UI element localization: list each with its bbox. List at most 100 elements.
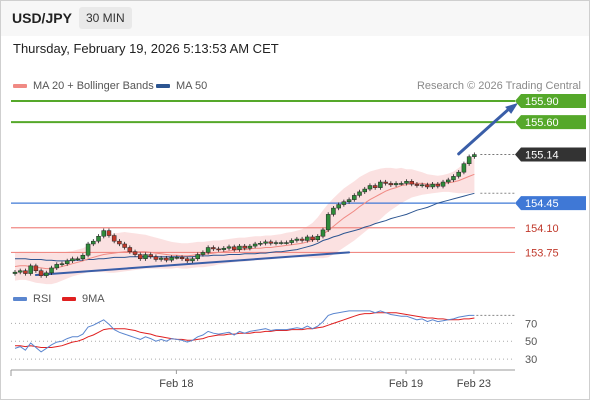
candle (85, 241, 91, 258)
candle-body (174, 257, 180, 259)
candle (352, 193, 357, 202)
candle-body (38, 270, 44, 276)
candle-body (325, 214, 331, 231)
candle-body (352, 195, 357, 200)
rsi-ma-line (15, 312, 475, 348)
candle-body (96, 235, 101, 242)
candle (247, 243, 253, 251)
candle-body (399, 183, 404, 185)
candle-body (195, 254, 200, 260)
candle-body (23, 270, 28, 274)
candle (190, 256, 195, 263)
candle (372, 183, 378, 190)
level-label-1: 155.60 (525, 117, 559, 129)
candle (278, 240, 284, 245)
candle-body (289, 240, 294, 243)
candle-body (49, 267, 54, 274)
candle (216, 246, 221, 252)
candle-body (466, 156, 472, 164)
candle-body (44, 272, 49, 276)
trendline-0 (34, 251, 351, 276)
candle-body (383, 181, 388, 184)
candle (320, 227, 326, 239)
candle-body (200, 252, 206, 255)
candle-body (299, 238, 305, 241)
rsi-tick-label: 50 (525, 336, 537, 348)
candle-body (231, 246, 237, 250)
candle-body (341, 201, 347, 205)
x-axis-label: Feb 18 (159, 378, 193, 390)
candle-body (237, 245, 242, 250)
candle (404, 179, 409, 186)
candle (28, 263, 33, 276)
candle (111, 233, 117, 244)
candle (17, 268, 23, 275)
candle-body (393, 183, 399, 186)
candle (12, 270, 18, 276)
timeframe-badge[interactable]: 30 MIN (79, 7, 132, 29)
level-label-0: 155.90 (525, 96, 559, 108)
candle (346, 197, 352, 204)
candle-body (226, 246, 232, 249)
candle-body (64, 260, 70, 264)
candle (132, 249, 138, 257)
candle (263, 239, 268, 246)
candle (106, 228, 112, 238)
level-tag-2 (515, 147, 586, 162)
candle (289, 238, 294, 245)
legend-ma50-label: MA 50 (176, 80, 208, 92)
candle (169, 255, 174, 263)
candle-body (143, 254, 148, 260)
candle (138, 252, 143, 261)
candle-body (284, 242, 289, 244)
candle-body (414, 183, 420, 186)
candle (54, 262, 60, 271)
candle (164, 255, 169, 263)
level-tag-3 (515, 196, 586, 211)
candle-body (247, 245, 253, 249)
candle-body (111, 235, 117, 242)
candle (174, 255, 180, 260)
credit-text: Research © 2026 Trading Central (416, 80, 581, 92)
candle-body (461, 163, 467, 173)
candle (158, 255, 164, 262)
candle (399, 181, 404, 186)
candle (466, 154, 472, 166)
candle (75, 256, 80, 261)
candle (294, 236, 300, 243)
candle-body (278, 242, 284, 244)
candle-body (122, 243, 127, 248)
legend-ma20: MA 20 + Bollinger Bands (13, 80, 154, 92)
candle (70, 256, 75, 263)
candle (44, 270, 49, 278)
candle-body (263, 241, 268, 244)
candle (242, 243, 247, 251)
candle (273, 240, 279, 246)
candle-body (409, 181, 414, 185)
candle (383, 179, 388, 186)
candle (101, 228, 106, 239)
candle-body (12, 271, 18, 274)
candle (185, 256, 190, 263)
candle-body (54, 264, 60, 269)
candle (367, 183, 373, 192)
candle-body (451, 176, 456, 181)
candle-body (404, 181, 409, 184)
candle (435, 182, 441, 189)
candle-body (430, 183, 435, 188)
candle (430, 182, 435, 190)
candle-body (33, 265, 39, 271)
candle-body (367, 185, 373, 190)
candle (461, 161, 467, 175)
candle-body (456, 171, 461, 177)
chart-header: USD/JPY 30 MIN (0, 0, 590, 36)
candle-body (310, 236, 315, 241)
candle (200, 250, 206, 257)
candle (299, 236, 305, 243)
candle-body (268, 241, 274, 244)
legend-ma50: MA 50 (156, 80, 207, 92)
candle (59, 261, 65, 267)
level-label-5: 153.75 (525, 247, 559, 259)
candle (148, 252, 153, 259)
candle (336, 202, 341, 211)
